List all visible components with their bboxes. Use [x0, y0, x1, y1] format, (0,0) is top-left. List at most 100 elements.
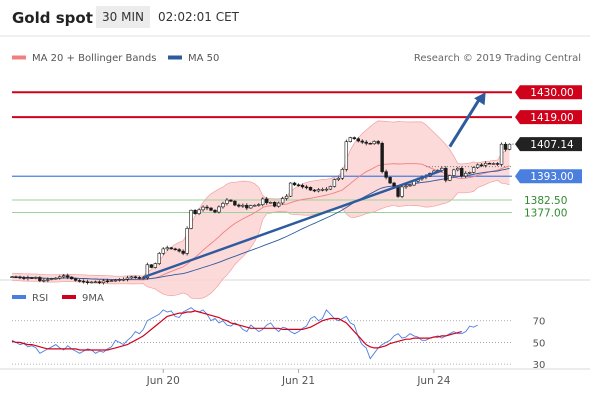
candle-body — [97, 281, 102, 284]
candle-body — [253, 204, 257, 207]
candle — [495, 162, 500, 166]
candle-body — [10, 276, 14, 278]
level-resistance-1-tag — [515, 110, 582, 125]
candle — [324, 187, 329, 192]
candle-body — [185, 228, 189, 254]
candle — [344, 139, 349, 172]
bollinger-bands — [11, 120, 510, 300]
candle — [197, 208, 201, 216]
candle — [157, 251, 161, 266]
candle-body — [332, 179, 337, 187]
candle — [380, 141, 384, 174]
candle-body — [22, 277, 26, 279]
level-pivot-5-label: 1377.00 — [524, 208, 567, 220]
support-trendline — [142, 169, 443, 279]
candle — [105, 278, 110, 284]
candle — [483, 161, 488, 168]
candle-body — [165, 247, 169, 250]
legend-label-ma20: MA 20 + Bollinger Bands — [32, 53, 156, 64]
candle-body — [392, 182, 396, 187]
candle — [464, 171, 468, 179]
candle — [284, 194, 289, 201]
level-last-2-label: 1407.14 — [530, 139, 574, 151]
rsi-tick-50: 50 — [533, 338, 546, 349]
candle-body — [93, 281, 98, 283]
legend-label-ma50: MA 50 — [188, 53, 219, 64]
candle-body — [491, 163, 496, 165]
candle-body — [467, 172, 472, 174]
candle-body — [141, 277, 146, 279]
candle — [137, 276, 142, 280]
candle-body — [360, 140, 364, 143]
candle-body — [245, 204, 249, 209]
candle — [153, 262, 157, 269]
candle-body — [376, 141, 380, 144]
candle-body — [388, 177, 392, 184]
candle-body — [205, 206, 209, 209]
candle — [261, 197, 265, 207]
candle — [233, 200, 237, 207]
legend-label-9ma: 9MA — [82, 293, 104, 304]
timeframe-selector[interactable]: 30 MIN — [96, 6, 150, 28]
chart-header: Gold spot 30 MIN 02:02:01 CET — [0, 0, 590, 36]
candle-body — [233, 200, 237, 206]
candle-body — [181, 250, 185, 254]
level-support-3-label: 1393.00 — [530, 171, 573, 183]
candle — [181, 249, 185, 256]
candle-body — [157, 253, 161, 264]
moving-averages — [11, 163, 510, 281]
candle-body — [145, 264, 150, 279]
legend-swatch-ma50 — [168, 55, 182, 60]
candle-body — [261, 198, 265, 205]
candle-body — [225, 199, 229, 204]
candle-body — [487, 162, 492, 165]
candle-body — [193, 209, 197, 214]
candle-body — [117, 279, 122, 281]
candle — [58, 275, 62, 280]
candle — [479, 163, 484, 168]
candle-body — [400, 186, 404, 197]
candle — [46, 277, 50, 283]
main-legend: MA 20 + Bollinger Bands MA 50 Research ©… — [12, 53, 581, 64]
candle-body — [105, 280, 110, 283]
candle — [38, 276, 42, 283]
candle-body — [38, 277, 42, 281]
candle-body — [257, 204, 261, 206]
clock-readout: 02:02:01 CET — [158, 10, 239, 24]
candle — [316, 188, 321, 193]
candle-body — [241, 204, 245, 207]
candle-body — [464, 172, 468, 177]
candle-body — [304, 186, 309, 189]
candle — [253, 204, 257, 207]
candle — [217, 205, 221, 214]
candle-body — [499, 143, 504, 165]
candle — [388, 176, 392, 184]
candle — [81, 279, 86, 284]
candle-body — [380, 142, 384, 172]
bollinger-lower — [11, 179, 510, 300]
candle-body — [81, 280, 86, 283]
candle — [177, 248, 181, 253]
candle — [257, 203, 261, 207]
price-level-labels: 1430.00 1419.00 1407.14 1393.00 1382.501377.… — [515, 85, 582, 220]
candle — [265, 196, 269, 205]
candle — [456, 166, 460, 172]
candle-body — [312, 189, 317, 192]
candle — [448, 174, 452, 182]
candle — [209, 207, 213, 212]
candle — [125, 275, 130, 282]
candle — [276, 201, 281, 208]
candle — [149, 263, 153, 269]
candle-body — [340, 169, 345, 179]
candle-body — [296, 184, 301, 187]
level-pivot-4-label: 1382.50 — [524, 195, 567, 207]
candle-body — [479, 164, 484, 167]
candle-body — [213, 209, 217, 213]
candle-body — [328, 186, 333, 190]
candle — [97, 280, 102, 285]
candle — [328, 185, 333, 190]
candle-body — [129, 276, 134, 279]
candle — [296, 183, 301, 187]
candle-body — [448, 175, 452, 181]
